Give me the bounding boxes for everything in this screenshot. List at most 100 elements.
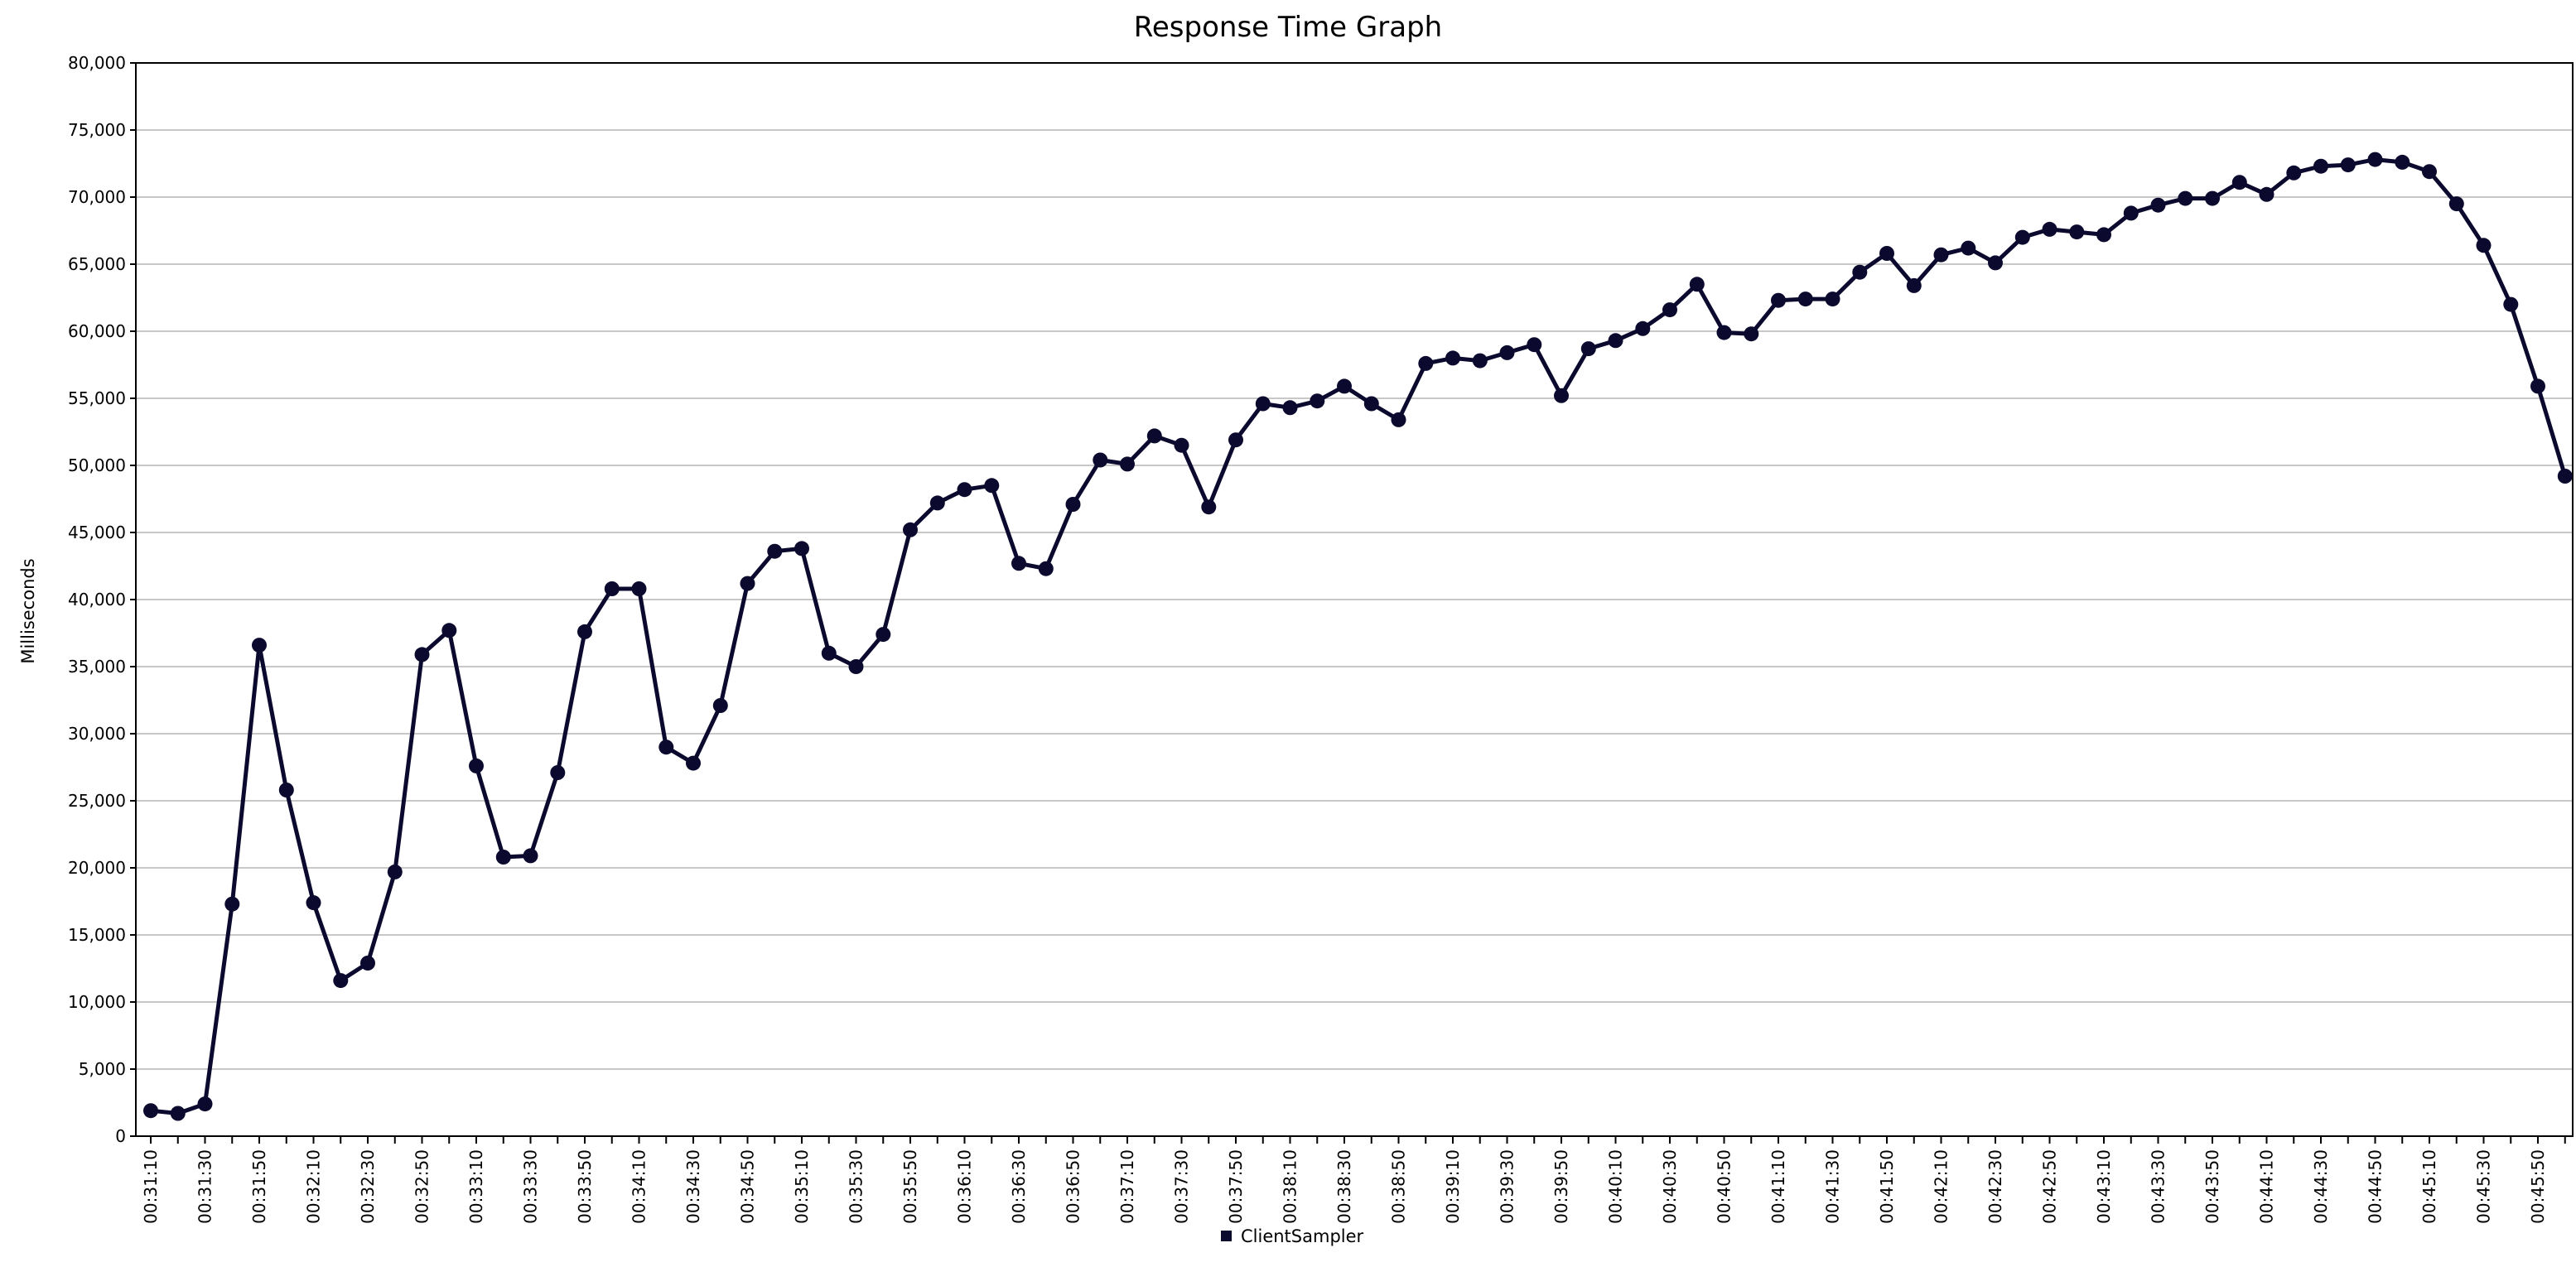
y-tick-label: 45,000 (68, 523, 126, 542)
y-axis-label: Milliseconds (18, 558, 38, 663)
data-point (1282, 400, 1298, 416)
data-point (252, 638, 267, 653)
data-point (2286, 165, 2302, 181)
x-tick-label: 00:40:50 (1715, 1149, 1734, 1224)
x-tick-label: 00:38:30 (1334, 1149, 1354, 1224)
data-point (306, 895, 321, 911)
x-tick-label: 00:38:50 (1389, 1149, 1409, 1224)
y-tick-label: 30,000 (68, 724, 126, 744)
x-tick-label: 00:45:10 (2419, 1149, 2439, 1224)
x-tick-label: 00:41:50 (1877, 1149, 1897, 1224)
x-tick-label: 00:38:10 (1281, 1149, 1300, 1224)
y-tick-label: 60,000 (68, 321, 126, 341)
y-tick-label: 50,000 (68, 455, 126, 475)
data-point (929, 495, 945, 511)
data-point (1391, 412, 1406, 427)
data-point (1120, 456, 1135, 472)
x-tick-label: 00:34:30 (683, 1149, 703, 1224)
y-tick-label: 80,000 (68, 53, 126, 73)
data-point (143, 1103, 158, 1119)
series-line (150, 157, 2568, 1115)
x-tick-label: 00:31:50 (249, 1149, 269, 1224)
x-tick-label: 00:45:30 (2474, 1149, 2494, 1224)
data-point (957, 482, 972, 498)
data-point (2557, 469, 2573, 484)
data-point (984, 478, 1000, 494)
data-point (686, 755, 701, 771)
data-point (794, 541, 809, 556)
data-point (903, 522, 918, 537)
data-point (1011, 556, 1026, 571)
x-tick-label: 00:34:10 (630, 1149, 649, 1224)
data-point (1716, 325, 1732, 340)
data-point (1337, 378, 1352, 394)
y-tick-label: 75,000 (68, 120, 126, 140)
data-point (1363, 396, 1379, 412)
data-point (2259, 186, 2275, 202)
y-tick-label: 5,000 (79, 1059, 126, 1079)
data-point (1689, 277, 1705, 292)
plot-area-border (135, 62, 2574, 1137)
series-clientsampler (143, 152, 2573, 1121)
legend-entry-clientsampler: ClientSampler (1241, 1226, 1364, 1246)
data-point (523, 848, 538, 864)
y-tick-label: 65,000 (68, 254, 126, 274)
data-point (1961, 240, 1976, 256)
data-point (577, 624, 592, 639)
x-tick-label: 00:32:30 (358, 1149, 378, 1224)
data-point (658, 739, 674, 755)
data-point (1418, 355, 1434, 371)
data-point (1879, 246, 1894, 261)
x-tick-label: 00:43:10 (2094, 1149, 2114, 1224)
data-point (441, 623, 457, 638)
x-tick-label: 00:39:30 (1498, 1149, 1517, 1224)
x-tick-label: 00:37:50 (1226, 1149, 1246, 1224)
x-tick-label: 00:44:10 (2257, 1149, 2277, 1224)
data-point (1065, 497, 1081, 512)
x-tick-label: 00:44:50 (2366, 1149, 2385, 1224)
y-axis-ticks: 0 5,000 10,000 15,000 20,000 25,000 30,000 35,0… (68, 53, 136, 1146)
data-point (2313, 158, 2328, 174)
x-tick-label: 00:45:50 (2528, 1149, 2548, 1224)
x-tick-label: 00:44:30 (2311, 1149, 2331, 1224)
legend: ClientSampler (1221, 1226, 1364, 1246)
data-point (278, 783, 294, 797)
y-tick-label: 20,000 (68, 858, 126, 878)
data-point (712, 698, 728, 713)
data-point (469, 758, 484, 773)
data-point (1174, 437, 1189, 453)
data-point (1310, 393, 1325, 409)
data-point (2178, 190, 2193, 206)
data-point (495, 850, 511, 865)
gridlines (136, 129, 2573, 1070)
data-point (1228, 432, 1243, 448)
y-tick-label: 35,000 (68, 657, 126, 677)
data-point (1662, 302, 1677, 318)
data-point (2476, 238, 2492, 253)
x-tick-label: 00:35:30 (847, 1149, 866, 1224)
data-point (2096, 227, 2111, 243)
data-point (767, 543, 783, 559)
data-point (2231, 175, 2247, 190)
data-point (1933, 247, 1949, 263)
data-point (1255, 396, 1271, 412)
data-point (1093, 452, 1108, 468)
data-point (387, 864, 403, 879)
x-tick-label: 00:43:30 (2149, 1149, 2168, 1224)
legend-swatch (1221, 1231, 1232, 1241)
data-point (1580, 341, 1596, 357)
x-tick-label: 00:42:50 (2040, 1149, 2060, 1224)
y-tick-label: 25,000 (68, 791, 126, 811)
data-point (2448, 196, 2464, 212)
y-tick-label: 0 (115, 1126, 126, 1146)
data-point (740, 576, 755, 591)
x-tick-label: 00:40:30 (1660, 1149, 1680, 1224)
data-point (1608, 333, 1623, 349)
data-point (1988, 255, 2003, 271)
data-point (2503, 296, 2519, 312)
data-point (2150, 197, 2166, 213)
data-point (1906, 277, 1922, 293)
y-tick-label: 70,000 (68, 187, 126, 207)
data-point (604, 581, 620, 596)
